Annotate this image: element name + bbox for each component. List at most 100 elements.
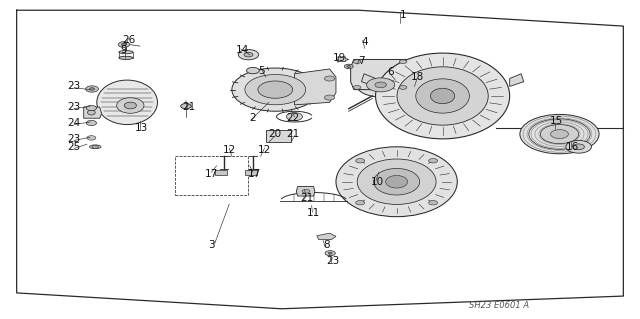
Text: 9: 9: [120, 45, 127, 55]
Circle shape: [118, 42, 130, 48]
Bar: [215, 170, 227, 175]
Circle shape: [180, 104, 191, 109]
Polygon shape: [509, 74, 524, 86]
Text: 6: 6: [387, 67, 394, 77]
Circle shape: [550, 130, 568, 138]
Polygon shape: [294, 69, 336, 105]
Ellipse shape: [386, 175, 408, 188]
Circle shape: [375, 82, 387, 88]
Circle shape: [246, 67, 259, 74]
Text: 2: 2: [250, 113, 256, 123]
Circle shape: [429, 159, 438, 163]
Text: 11: 11: [307, 209, 320, 219]
Text: 4: 4: [362, 37, 368, 47]
Ellipse shape: [124, 102, 136, 109]
Polygon shape: [84, 107, 102, 118]
Circle shape: [287, 113, 303, 121]
Text: 14: 14: [236, 45, 249, 55]
Circle shape: [367, 78, 395, 92]
Text: 20: 20: [269, 129, 282, 139]
Ellipse shape: [374, 168, 420, 195]
Ellipse shape: [116, 98, 144, 113]
Circle shape: [566, 140, 591, 153]
Text: 17: 17: [205, 169, 218, 179]
Circle shape: [347, 65, 351, 67]
Text: 15: 15: [550, 116, 563, 126]
Ellipse shape: [431, 88, 454, 104]
Text: 1: 1: [400, 10, 406, 20]
Bar: [266, 130, 291, 142]
Circle shape: [244, 52, 253, 57]
Ellipse shape: [90, 145, 101, 149]
Circle shape: [399, 60, 407, 63]
Ellipse shape: [397, 67, 488, 125]
Circle shape: [520, 115, 599, 154]
Text: 18: 18: [411, 72, 424, 82]
Circle shape: [180, 104, 191, 109]
Circle shape: [92, 145, 99, 148]
Text: 16: 16: [566, 142, 579, 152]
Circle shape: [302, 189, 310, 193]
Circle shape: [232, 68, 319, 111]
Circle shape: [356, 201, 365, 205]
Circle shape: [328, 252, 332, 254]
Text: 23: 23: [67, 81, 81, 92]
Ellipse shape: [119, 50, 133, 54]
Text: 17: 17: [248, 169, 261, 179]
Text: 25: 25: [67, 142, 81, 152]
Ellipse shape: [416, 79, 469, 113]
Circle shape: [238, 50, 259, 60]
Ellipse shape: [97, 80, 157, 124]
Ellipse shape: [357, 159, 436, 204]
Ellipse shape: [336, 147, 458, 217]
Polygon shape: [317, 233, 336, 240]
Circle shape: [87, 136, 96, 140]
Text: 21: 21: [182, 102, 195, 112]
Text: 3: 3: [208, 240, 215, 250]
Text: 12: 12: [258, 145, 271, 155]
Circle shape: [122, 43, 127, 46]
Text: 23: 23: [326, 256, 339, 266]
Polygon shape: [362, 74, 376, 86]
Bar: [175, 156, 248, 195]
Circle shape: [245, 75, 306, 105]
Circle shape: [86, 106, 97, 111]
Text: 8: 8: [323, 240, 330, 250]
Text: 24: 24: [67, 118, 81, 128]
Circle shape: [353, 85, 361, 89]
Bar: [245, 170, 257, 175]
Text: 21: 21: [287, 129, 300, 139]
Circle shape: [86, 86, 99, 92]
Circle shape: [356, 73, 405, 97]
Circle shape: [86, 121, 97, 125]
Text: 12: 12: [223, 145, 236, 155]
Circle shape: [90, 88, 95, 90]
Circle shape: [429, 201, 438, 205]
Circle shape: [540, 124, 579, 144]
Circle shape: [324, 76, 335, 81]
Polygon shape: [296, 187, 315, 196]
Text: 23: 23: [67, 134, 81, 144]
Polygon shape: [351, 59, 410, 90]
Circle shape: [353, 60, 361, 63]
Text: SH23 E0601 A: SH23 E0601 A: [468, 301, 529, 310]
Text: 19: 19: [333, 53, 346, 63]
Circle shape: [325, 251, 335, 256]
Text: 26: 26: [122, 35, 135, 45]
Polygon shape: [338, 57, 349, 62]
Circle shape: [258, 81, 292, 98]
Text: 22: 22: [287, 113, 300, 123]
Circle shape: [324, 95, 335, 100]
Text: 21: 21: [301, 193, 314, 203]
Ellipse shape: [119, 56, 133, 59]
Circle shape: [344, 64, 353, 69]
Text: 10: 10: [371, 177, 384, 187]
Ellipse shape: [376, 53, 509, 139]
Text: 5: 5: [258, 66, 264, 76]
Circle shape: [399, 85, 407, 89]
Circle shape: [356, 159, 365, 163]
Circle shape: [573, 144, 584, 150]
Text: 7: 7: [358, 56, 365, 66]
Text: 13: 13: [134, 123, 148, 133]
Ellipse shape: [88, 110, 95, 115]
